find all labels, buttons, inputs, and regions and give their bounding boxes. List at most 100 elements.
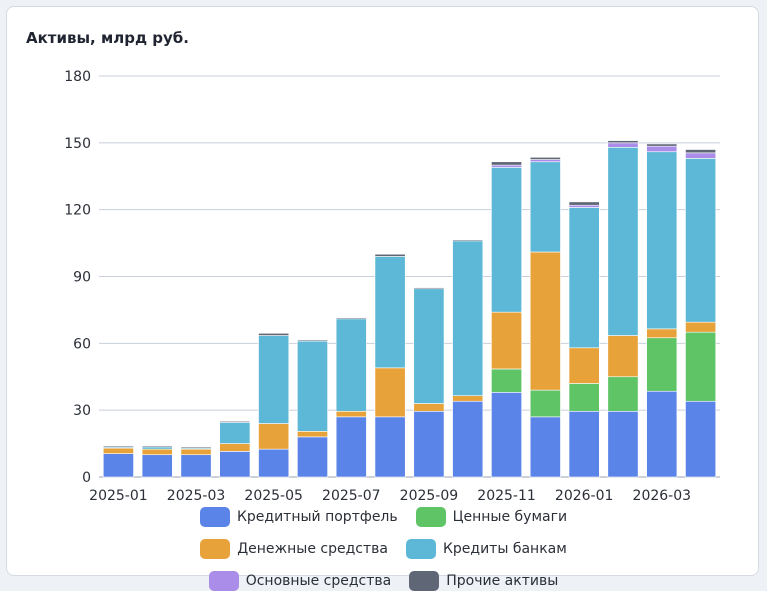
bar-segment: [102, 447, 134, 454]
bar-segment: [102, 453, 134, 478]
bar-segment: [568, 201, 600, 206]
legend-label: Ценные бумаги: [452, 509, 568, 525]
bar-segment: [491, 311, 522, 370]
bar-segment: [258, 448, 290, 478]
bar-segment: [180, 454, 212, 478]
legend-item[interactable]: Основные средства: [208, 571, 392, 591]
bar-segment: [685, 152, 717, 159]
chart-card: Активы, млрд руб. 0 30 60 90 120 150 180 2025-0…: [6, 6, 759, 591]
x-tick-label: 2025-07: [322, 488, 381, 504]
bar-segment: [452, 395, 484, 402]
bar-segment: [529, 161, 561, 253]
bar-segment: [568, 347, 600, 384]
bar-segment: [141, 445, 173, 448]
bar-segment: [335, 416, 367, 478]
y-tick-label: 60: [73, 336, 91, 352]
bar-segment: [297, 339, 328, 342]
bar-segment: [141, 454, 173, 478]
bar-segment: [258, 423, 290, 450]
bar-segment: [646, 337, 678, 392]
x-tick-label: 2025-05: [244, 488, 303, 504]
bar-segment: [297, 431, 328, 438]
bar-segment: [646, 151, 678, 330]
bar-segment: [335, 317, 367, 320]
bar-segment: [141, 446, 173, 450]
bar-segment: [529, 416, 561, 478]
bar-segment: [297, 340, 328, 432]
bar-segment: [491, 161, 522, 166]
bar-segment: [219, 422, 251, 444]
bar-segment: [529, 159, 561, 163]
bar-segment: [685, 331, 717, 402]
legend-label: Денежные средства: [237, 541, 388, 557]
bar-segment: [180, 446, 212, 449]
bar-segment: [297, 436, 328, 478]
stacked-bar-chart: 0 30 60 90 120 150 180 2025-01 2025-03 2025-05 202…: [64, 69, 720, 504]
bar-segment: [141, 448, 173, 456]
legend-swatch: [405, 539, 436, 559]
bar-segment: [452, 240, 484, 396]
legend-item[interactable]: Ценные бумаги: [415, 507, 568, 527]
bar-segment: [491, 392, 522, 478]
y-tick-label: 150: [64, 136, 91, 152]
bar-segment: [607, 146, 639, 336]
y-tick-label: 90: [73, 270, 91, 286]
bar-segment: [646, 390, 678, 478]
legend-item[interactable]: Денежные средства: [200, 539, 388, 559]
bar-segment: [374, 416, 406, 478]
bar-segment: [491, 368, 522, 393]
legend-label: Кредитный портфель: [236, 509, 398, 525]
bar-segment: [335, 318, 367, 412]
legend-swatch: [199, 507, 230, 527]
bar-segment: [646, 145, 678, 153]
legend-item[interactable]: Кредитный портфель: [199, 507, 398, 527]
y-tick-label: 180: [64, 69, 91, 85]
bar-segment: [685, 158, 717, 323]
bar-segment: [452, 400, 484, 478]
chart-title: Активы, млрд руб.: [26, 29, 189, 47]
bar-segment: [180, 448, 212, 456]
bar-segment: [491, 167, 522, 313]
x-tick-label: 2025-09: [400, 488, 459, 504]
bar-segment: [413, 410, 445, 478]
bar-segment: [607, 140, 639, 144]
y-tick-label: 120: [64, 203, 91, 219]
legend-swatch: [200, 539, 231, 559]
bar-segment: [685, 400, 717, 478]
x-tick-label: 2025-03: [167, 488, 226, 504]
bar-segment: [258, 333, 290, 336]
chart-legend: Кредитный портфель Ценные бумаги Денежные …: [7, 507, 760, 591]
legend-item[interactable]: Кредиты банкам: [405, 539, 567, 559]
bar-segment: [335, 410, 367, 418]
legend-label: Основные средства: [245, 573, 392, 589]
bar-segment: [568, 207, 600, 349]
bar-segment: [413, 403, 445, 412]
bar-segment: [413, 287, 445, 290]
legend-swatch: [415, 507, 446, 527]
bar-segment: [646, 143, 678, 147]
bar-segment: [374, 253, 406, 257]
bar-segment: [258, 335, 290, 424]
x-tick-label: 2025-11: [477, 488, 536, 504]
legend-item[interactable]: Прочие активы: [409, 571, 558, 591]
bar-segment: [452, 239, 484, 242]
legend-label: Прочие активы: [446, 573, 559, 589]
bar-segment: [568, 410, 600, 478]
x-tick-label: 2025-01: [89, 488, 148, 504]
bar-segment: [219, 421, 251, 423]
bar-segment: [413, 288, 445, 404]
bar-segment: [685, 149, 717, 154]
legend-label: Кредиты банкам: [442, 541, 567, 557]
bar-segment: [219, 443, 251, 452]
bar-segment: [102, 445, 134, 448]
y-tick-label: 0: [82, 470, 91, 486]
legend-swatch: [409, 571, 440, 591]
bar-segment: [646, 328, 678, 339]
x-tick-label: 2026-03: [633, 488, 692, 504]
bar-segment: [568, 383, 600, 412]
bar-segment: [374, 256, 406, 369]
bar-segment: [529, 389, 561, 418]
bar-segment: [491, 164, 522, 168]
legend-swatch: [208, 571, 239, 591]
bar-segment: [607, 142, 639, 148]
